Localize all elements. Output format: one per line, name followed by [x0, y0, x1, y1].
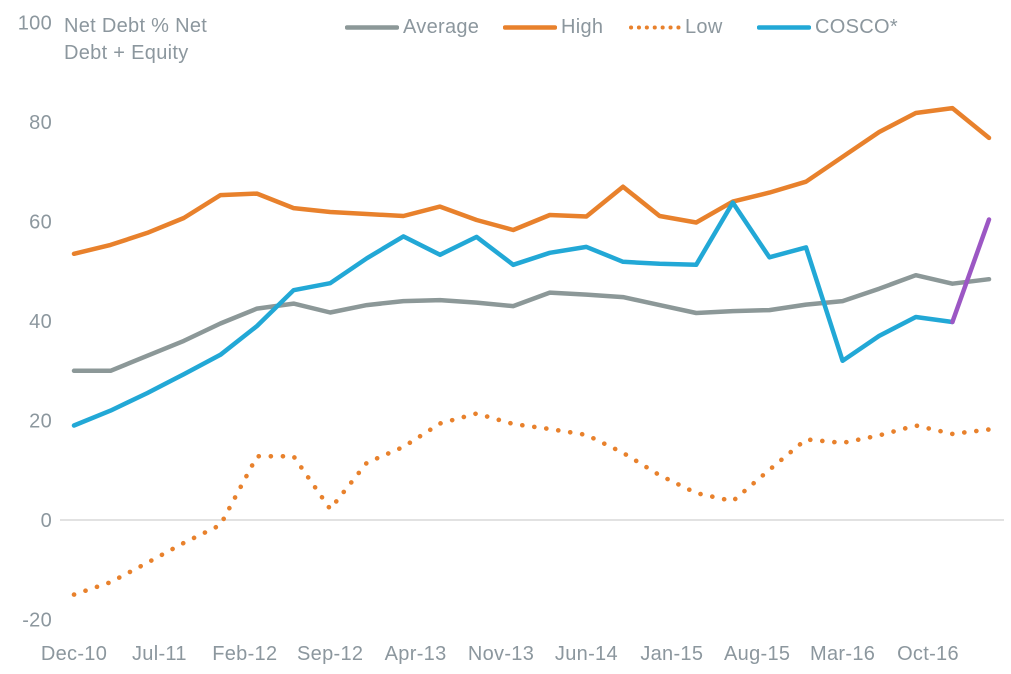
x-tick-label-Sep-12: Sep-12 — [297, 643, 363, 665]
legend-swatch-high-line — [503, 25, 557, 30]
legend-swatch-cosco-line — [757, 25, 811, 30]
y-tick-label-60: 60 — [29, 212, 52, 234]
legend-label-high: High — [561, 16, 604, 38]
chart-title-line-2: Debt + Equity — [64, 42, 189, 64]
y-tick-label-100: 100 — [18, 13, 52, 35]
chart-title-line-1: Net Debt % Net — [64, 15, 208, 37]
legend-label-average: Average — [403, 16, 480, 38]
y-tick-label-0: 0 — [41, 510, 52, 532]
legend-swatch-low-dotted-line — [629, 25, 681, 30]
x-tick-label-Jun-14: Jun-14 — [555, 643, 618, 665]
legend-item-average: Average — [345, 16, 479, 39]
y-tick-label-80: 80 — [29, 112, 52, 134]
y-tick-label-40: 40 — [29, 311, 52, 333]
legend: Average Low High Low COSCO* — [0, 0, 1011, 45]
chart-title: Net Debt % Net Debt + Equity — [64, 13, 207, 67]
x-tick-label-Nov-13: Nov-13 — [468, 643, 534, 665]
legend-label-cosco: COSCO* — [815, 16, 898, 38]
series-line-average — [71, 272, 992, 374]
y-tick-label--20: -20 — [22, 610, 52, 632]
x-tick-label-Mar-16: Mar-16 — [810, 643, 875, 665]
y-tick-label-20: 20 — [29, 411, 52, 433]
series-line-cosco — [71, 200, 955, 428]
x-tick-label-Apr-13: Apr-13 — [385, 643, 447, 665]
legend-swatch-average-line — [345, 25, 399, 30]
series-line-low — [71, 411, 992, 597]
x-tick-label-Oct-16: Oct-16 — [897, 643, 959, 665]
x-tick-label-Jul-11: Jul-11 — [132, 643, 187, 665]
series-line-cosco-latest-segment — [950, 217, 992, 325]
legend-item-cosco: COSCO* — [757, 16, 898, 39]
legend-label-low: Low — [685, 16, 723, 38]
legend-item-high: Low High — [503, 16, 603, 39]
legend-item-low: Low — [627, 16, 723, 39]
series-line-high — [71, 105, 992, 257]
x-tick-label-Feb-12: Feb-12 — [212, 643, 277, 665]
x-tick-label-Dec-10: Dec-10 — [41, 643, 107, 665]
x-tick-label-Jan-15: Jan-15 — [640, 643, 703, 665]
x-tick-label-Aug-15: Aug-15 — [724, 643, 790, 665]
